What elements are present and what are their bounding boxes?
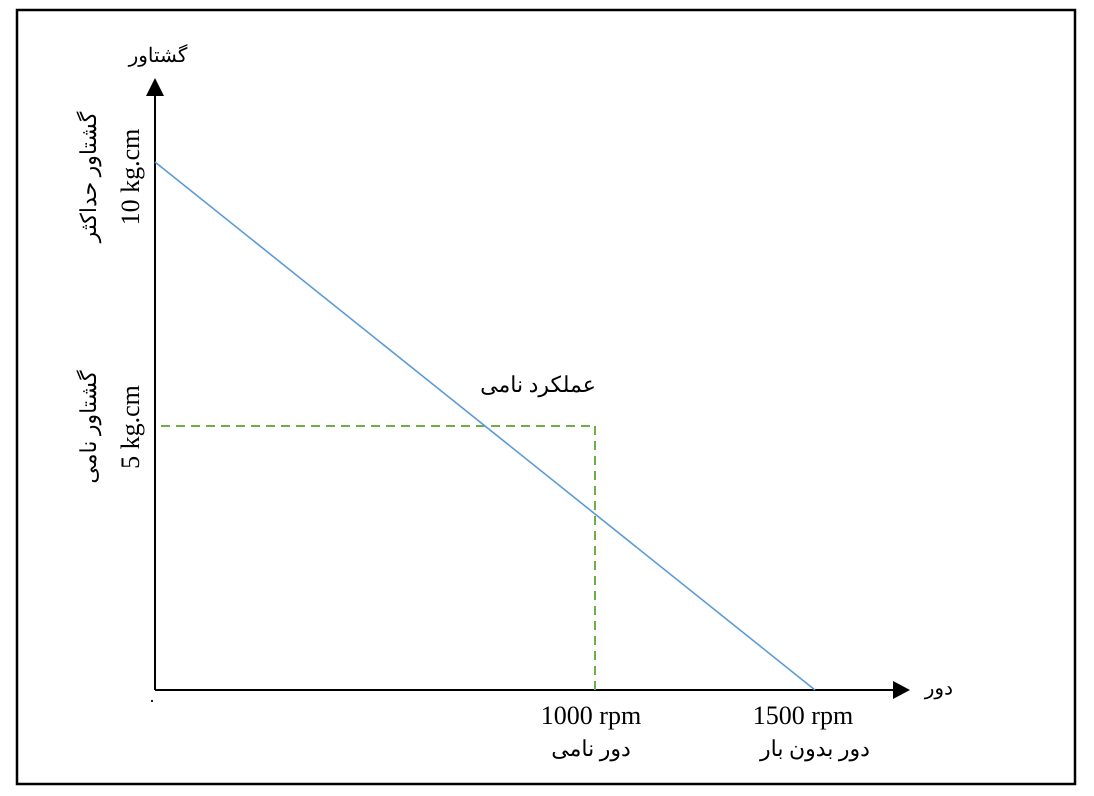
x-axis-title: دور: [924, 678, 953, 700]
x-tick-caption-no-load-speed: دور بدون بار: [759, 736, 870, 762]
y-axis-arrow-icon: [146, 78, 164, 96]
series-line-torque-speed: [154, 161, 816, 691]
y-tick-caption-max-torque: گشتاور حداکثر: [76, 111, 102, 243]
rated-point-label: عملکرد نامی: [480, 372, 596, 398]
y-annotation-rated-torque: گشتاور نامی 5 kg.cm: [76, 370, 145, 484]
figure-frame: [15, 8, 1077, 786]
y-tick-caption-rated-torque: گشتاور نامی: [76, 370, 102, 484]
x-tick-caption-rated-speed: دور نامی: [551, 736, 631, 762]
x-annotation-1000: 1000 rpm دور نامی: [541, 701, 641, 762]
x-annotation-1500: 1500 rpm دور بدون بار: [753, 701, 870, 762]
y-tick-label-5-kgcm: 5 kg.cm: [116, 385, 145, 469]
x-tick-label-1500-rpm: 1500 rpm: [753, 701, 853, 730]
x-tick-label-1000-rpm: 1000 rpm: [541, 701, 641, 730]
x-axis-arrow-icon: [893, 681, 910, 699]
y-annotation-max-torque: گشتاور حداکثر 10 kg.cm: [76, 111, 145, 243]
y-axis-title: گشتاور: [128, 44, 188, 67]
y-tick-label-10-kgcm: 10 kg.cm: [116, 129, 145, 226]
origin-mark: .: [150, 686, 155, 706]
